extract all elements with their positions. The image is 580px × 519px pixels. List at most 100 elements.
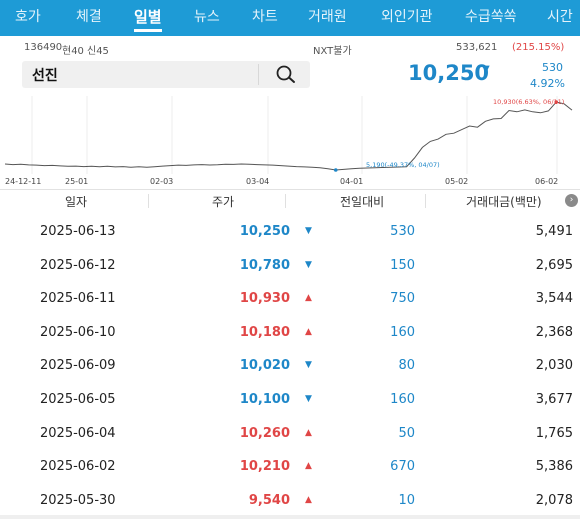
stock-code: 136490 (24, 42, 63, 53)
row-price: 10,100 (239, 392, 290, 407)
down-triangle-icon: ▼ (305, 259, 312, 270)
row-change: 750 (390, 291, 415, 307)
table-row[interactable]: 2025-06-12 10,780 ▼ 150 2,695 (0, 249, 580, 282)
row-change: 150 (390, 257, 415, 273)
row-amount: 2,030 (535, 358, 573, 374)
header-change: 전일대비 (340, 195, 385, 209)
x-tick-label: 04-01 (340, 177, 363, 186)
row-date: 2025-06-02 (40, 459, 116, 475)
magnifier-icon (276, 65, 295, 83)
search-divider (258, 64, 259, 85)
x-tick-label: 06-02 (535, 177, 558, 186)
row-date: 2025-05-30 (40, 492, 116, 508)
row-amount: 2,078 (535, 492, 573, 508)
table-row[interactable]: 2025-06-09 10,020 ▼ 80 2,030 (0, 349, 580, 382)
down-triangle-icon: ▼ (482, 64, 490, 75)
row-price: 10,260 (239, 425, 290, 441)
row-price: 10,250 (239, 224, 290, 239)
table-row[interactable]: 2025-06-02 10,210 ▲ 670 5,386 (0, 450, 580, 483)
up-triangle-icon: ▲ (305, 494, 312, 505)
header-separator (425, 194, 426, 208)
row-change: 160 (390, 392, 415, 407)
table-row[interactable]: 2025-05-30 9,540 ▲ 10 2,078 (0, 484, 580, 517)
search-button[interactable] (262, 61, 310, 88)
tab-news[interactable]: 뉴스 (194, 9, 220, 25)
high-point-label: 10,930(6.63%, 06/11) (493, 98, 564, 106)
x-tick-label: 03-04 (246, 177, 269, 186)
chevron-right-icon[interactable]: › (565, 194, 578, 207)
header-separator (285, 194, 286, 208)
x-tick-label: 02-03 (150, 177, 173, 186)
row-change: 160 (390, 324, 415, 340)
row-amount: 3,677 (535, 392, 573, 407)
header-price: 주가 (212, 195, 235, 209)
x-tick-label: 05-02 (445, 177, 468, 186)
row-change: 670 (390, 459, 415, 475)
row-price: 10,930 (239, 291, 290, 307)
down-triangle-icon: ▼ (305, 394, 312, 404)
row-amount: 2,368 (535, 324, 573, 340)
row-price: 10,780 (239, 257, 290, 273)
row-amount: 5,491 (535, 224, 573, 239)
tab-daily[interactable]: 일별 (134, 0, 162, 36)
table-row[interactable]: 2025-06-11 10,930 ▲ 750 3,544 (0, 282, 580, 315)
price-change: 530 (542, 61, 563, 74)
row-price: 10,210 (239, 459, 290, 475)
row-date: 2025-06-10 (40, 324, 116, 340)
price-line-chart: 24-12-11 25-01 02-03 03-04 04-01 05-02 06-02 10… (4, 96, 573, 186)
row-change: 80 (398, 358, 415, 374)
credit-badge: 신45 (87, 46, 109, 57)
high-point-marker (554, 100, 559, 104)
up-triangle-icon: ▲ (305, 461, 312, 472)
margin-badge: 현40 (62, 46, 84, 57)
row-change: 530 (390, 224, 415, 239)
tab-foreign-institution[interactable]: 외인기관 (381, 9, 433, 25)
price-change-percent: 4.92% (530, 77, 565, 90)
low-point-label: 5,190(-49.37%, 04/07) (366, 161, 440, 169)
table-row[interactable]: 2025-06-05 10,100 ▼ 160 3,677 (0, 383, 580, 416)
tab-bar: 호가 체결 일별 뉴스 차트 거래원 외인기관 수급쏙쏙 시간 (0, 0, 580, 36)
header-amount: 거래대금(백만) (466, 195, 542, 209)
stock-name: 선진 (32, 68, 58, 84)
tab-chart[interactable]: 차트 (252, 9, 278, 25)
tab-brokers[interactable]: 거래원 (308, 9, 347, 25)
nxt-status: NXT불가 (313, 46, 352, 57)
row-amount: 3,544 (535, 291, 573, 307)
price-series-line (4, 101, 573, 171)
down-triangle-icon: ▼ (305, 226, 312, 236)
x-tick-label: 24-12-11 (5, 177, 41, 186)
volume: 533,621 (456, 42, 498, 53)
low-point-marker (333, 168, 338, 172)
tab-supply-demand[interactable]: 수급쏙쏙 (465, 9, 517, 25)
row-date: 2025-06-13 (40, 224, 116, 239)
row-date: 2025-06-12 (40, 257, 116, 273)
up-triangle-icon: ▲ (305, 427, 312, 438)
tab-trades[interactable]: 체결 (76, 9, 102, 25)
header-date: 일자 (65, 195, 88, 209)
row-change: 50 (398, 425, 415, 441)
row-date: 2025-06-04 (40, 425, 116, 441)
row-date: 2025-06-09 (40, 358, 116, 374)
header-separator (148, 194, 149, 208)
table-row[interactable]: 2025-06-13 10,250 ▼ 530 5,491 (0, 215, 580, 248)
row-date: 2025-06-05 (40, 392, 116, 407)
bottom-divider (0, 515, 580, 519)
up-triangle-icon: ▲ (305, 326, 312, 337)
table-row[interactable]: 2025-06-04 10,260 ▲ 50 1,765 (0, 417, 580, 450)
table-header: 일자 주가 전일대비 거래대금(백만) › (0, 190, 580, 212)
stock-search-box[interactable]: 선진 (22, 61, 310, 88)
volume-ratio: (215.15%) (512, 42, 565, 53)
row-amount: 1,765 (535, 425, 573, 441)
table-row[interactable]: 2025-06-10 10,180 ▲ 160 2,368 (0, 316, 580, 349)
row-date: 2025-06-11 (40, 291, 116, 307)
row-amount: 5,386 (535, 459, 573, 475)
row-price: 9,540 (248, 492, 290, 508)
x-tick-label: 25-01 (65, 177, 88, 186)
row-change: 10 (398, 492, 415, 508)
down-triangle-icon: ▼ (305, 360, 312, 371)
up-triangle-icon: ▲ (305, 293, 312, 304)
tab-time[interactable]: 시간 (547, 9, 573, 25)
current-price: 10,250 (408, 61, 490, 85)
row-price: 10,180 (239, 324, 290, 340)
tab-orderbook[interactable]: 호가 (15, 9, 41, 25)
